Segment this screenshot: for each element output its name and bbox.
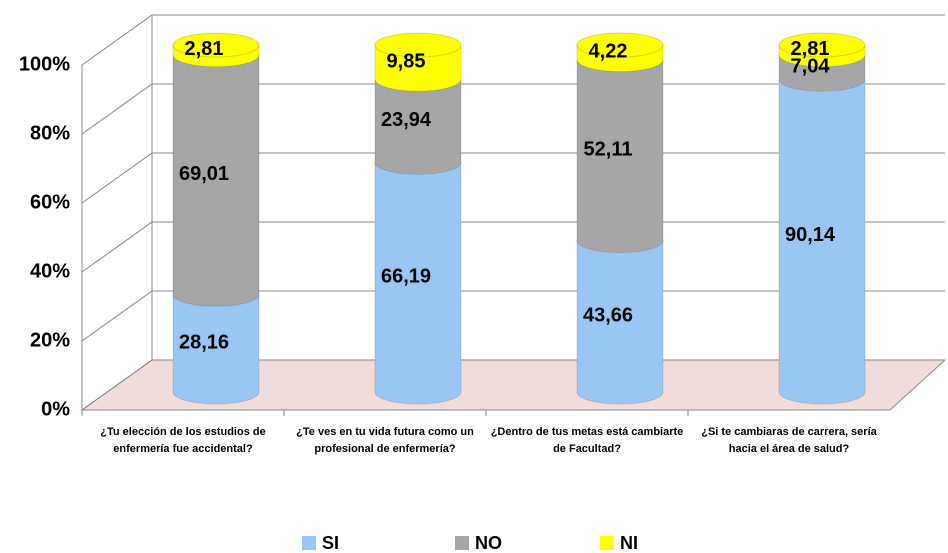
value-label: 28,16 xyxy=(179,331,229,353)
bar-segment xyxy=(576,240,664,405)
bar-segment xyxy=(778,78,866,405)
x-tick-label: ¿Dentro de tus metas está cambiarte de F… xyxy=(490,426,684,455)
value-label: 23,94 xyxy=(381,109,432,131)
grid-line xyxy=(81,152,945,204)
value-label: 2,81 xyxy=(185,38,224,60)
legend-label: SI xyxy=(322,533,339,553)
bar-segment xyxy=(374,78,462,175)
grid-line xyxy=(81,221,945,273)
y-tick-label: 60% xyxy=(30,191,70,213)
value-label: 9,85 xyxy=(387,50,426,72)
value-label: 4,22 xyxy=(589,41,628,63)
legend-swatch xyxy=(455,536,469,550)
bar-top xyxy=(374,32,462,58)
y-tick-label: 40% xyxy=(30,260,70,282)
x-tick-label: ¿Te ves en tu vida futura como un profes… xyxy=(296,426,474,455)
y-tick-label: 100% xyxy=(19,53,70,75)
x-tick-label: ¿Si te cambiaras de carrera, sería hacia… xyxy=(701,426,877,455)
bar-segment xyxy=(374,161,462,405)
value-label: 66,19 xyxy=(381,265,431,287)
y-tick-label: 20% xyxy=(30,329,70,351)
value-label: 2,81 xyxy=(791,38,830,60)
bar-segment xyxy=(374,44,462,92)
grid-line xyxy=(81,290,945,342)
legend-label: NO xyxy=(475,533,502,553)
value-label: 90,14 xyxy=(785,224,836,246)
bar-top xyxy=(172,32,260,58)
x-tick-label: ¿Tu elección de los estudios de enfermer… xyxy=(100,426,266,455)
value-label: 43,66 xyxy=(583,305,633,327)
grid-line xyxy=(81,14,945,66)
legend-swatch xyxy=(302,536,316,550)
y-tick-label: 80% xyxy=(30,122,70,144)
bar-segment xyxy=(172,293,260,405)
grid-line xyxy=(81,359,945,411)
bar-segment xyxy=(576,59,664,253)
value-label: 7,04 xyxy=(791,55,831,77)
bar-segment xyxy=(172,54,260,307)
grid-line xyxy=(81,83,945,135)
legend-swatch xyxy=(600,536,614,550)
value-label: 69,01 xyxy=(179,163,229,185)
bar-top xyxy=(778,32,866,58)
y-tick-label: 0% xyxy=(41,398,70,420)
value-label: 52,11 xyxy=(584,138,633,160)
bar-top xyxy=(576,32,664,58)
legend-label: NI xyxy=(620,533,638,553)
